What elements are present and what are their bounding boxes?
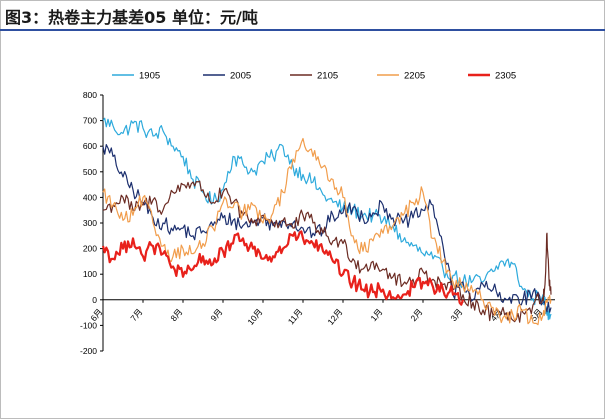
y-tick-label: 500 (83, 167, 97, 177)
legend-label: 2305 (495, 71, 516, 82)
chart-header: 图3：热卷主力基差05 单位：元/吨 (0, 0, 605, 31)
y-tick-label: -200 (80, 346, 97, 356)
legend-item-1905: 1905 (112, 71, 160, 82)
title-underline (0, 29, 605, 31)
legend-item-2205: 2205 (377, 71, 425, 82)
y-tick-label: 700 (83, 116, 97, 126)
x-tick-label: 1月 (368, 307, 384, 324)
x-tick-label: 11月 (286, 307, 305, 327)
chart-title: 图3：热卷主力基差05 单位：元/吨 (5, 8, 258, 27)
legend-label: 2205 (404, 71, 425, 82)
legend-label: 1905 (139, 71, 160, 82)
x-tick-label: 8月 (168, 307, 184, 324)
legend-item-2105: 2105 (290, 71, 338, 82)
x-tick-label: 9月 (208, 307, 224, 324)
y-tick-label: 200 (83, 244, 97, 254)
x-tick-label: 2月 (408, 307, 424, 324)
plot-area (101, 117, 552, 326)
x-tick-label: 12月 (325, 307, 344, 327)
series-line-2105 (102, 180, 552, 323)
legend-item-2005: 2005 (203, 71, 251, 82)
legend-label: 2105 (317, 71, 338, 82)
x-tick-label: 10月 (245, 307, 264, 327)
legend: 1905 2005 2105 2205 2305 (112, 71, 516, 82)
legend-label: 2005 (230, 71, 251, 82)
series-line-2005 (102, 144, 552, 313)
series-line-2305 (101, 230, 465, 306)
y-axis: -200 -100 0 100 200 300 400 500 600 700 800 (80, 90, 104, 356)
x-tick-label: 7月 (128, 307, 144, 324)
y-tick-label: 300 (83, 218, 97, 228)
x-tick-label: 3月 (448, 307, 464, 324)
y-tick-label: 100 (83, 269, 97, 279)
y-tick-label: 400 (83, 192, 97, 202)
y-tick-label: 0 (92, 295, 97, 305)
y-tick-label: -100 (80, 320, 97, 330)
series-line-1905 (102, 117, 552, 321)
legend-item-2305: 2305 (468, 71, 516, 82)
y-tick-label: 800 (83, 90, 97, 100)
y-tick-label: 600 (83, 141, 97, 151)
series-line-2205 (102, 137, 552, 326)
